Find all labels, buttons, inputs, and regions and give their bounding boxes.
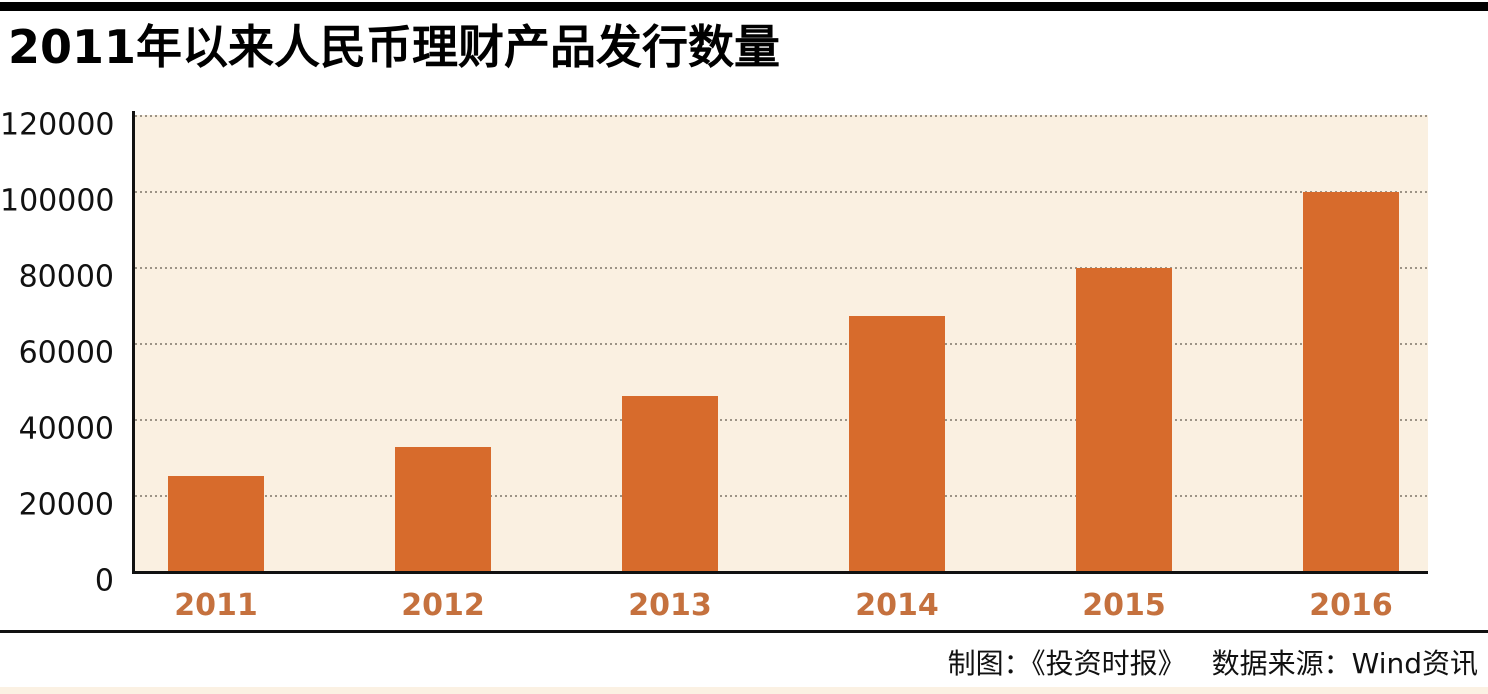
gridline-80000 [135, 267, 1428, 269]
y-tick-label-80000: 80000 [18, 259, 114, 295]
bar-2013 [622, 396, 718, 571]
chart-title: 2011年以来人民币理财产品发行数量 [8, 20, 781, 74]
x-tick-label-2013: 2013 [628, 588, 712, 623]
bar-2011 [168, 476, 264, 571]
footer-credits: 制图：《投资时报》 数据来源：Wind资讯 [948, 642, 1478, 682]
y-tick-label-40000: 40000 [18, 411, 114, 447]
gridline-40000 [135, 419, 1428, 421]
bar-2012 [395, 447, 491, 571]
x-axis-line [132, 571, 1428, 574]
bar-2015 [1076, 268, 1172, 571]
x-tick-label-2014: 2014 [855, 588, 939, 623]
data-source-text: 数据来源：Wind资讯 [1211, 647, 1478, 680]
y-axis-line [132, 111, 135, 574]
gridline-100000 [135, 191, 1428, 193]
gridline-20000 [135, 495, 1428, 497]
bottom-strip [0, 687, 1488, 694]
y-tick-label-0: 0 [94, 563, 114, 599]
y-tick-label-20000: 20000 [18, 487, 114, 523]
y-tick-label-60000: 60000 [18, 335, 114, 371]
x-tick-label-2016: 2016 [1309, 588, 1393, 623]
bar-2016 [1303, 192, 1399, 571]
credit-text: 制图：《投资时报》 [947, 647, 1186, 680]
y-tick-label-100000: 100000 [0, 183, 115, 219]
gridline-60000 [135, 343, 1428, 345]
x-tick-label-2012: 2012 [401, 588, 485, 623]
x-tick-label-2015: 2015 [1082, 588, 1166, 623]
footer-rule [0, 630, 1488, 633]
top-rule [0, 2, 1488, 11]
plot-area [135, 115, 1428, 571]
x-tick-label-2011: 2011 [174, 588, 258, 623]
gridline-120000 [135, 115, 1428, 117]
y-tick-label-120000: 120000 [0, 107, 115, 143]
bar-2014 [849, 316, 945, 571]
